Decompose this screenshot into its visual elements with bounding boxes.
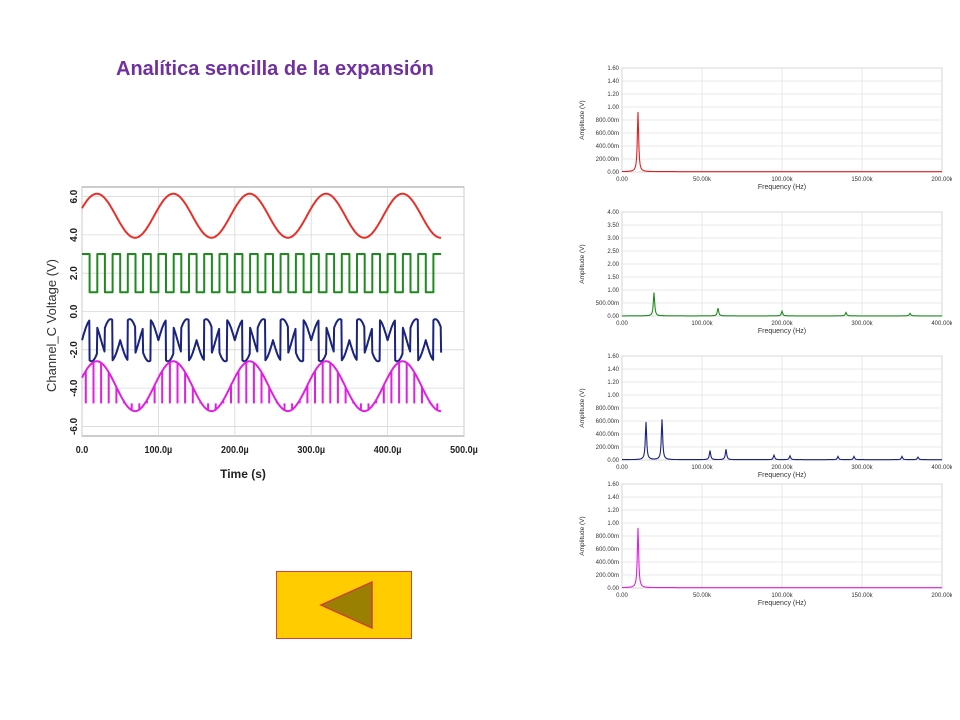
- y-tick-label: 1.00: [607, 288, 619, 294]
- x-tick-label: 0.00: [616, 321, 628, 327]
- y-tick-label: 400.00m: [596, 144, 619, 150]
- x-axis-label: Frequency (Hz): [758, 184, 806, 191]
- x-tick-label: 200.0µ: [221, 445, 249, 457]
- y-tick-label: 1.60: [607, 66, 619, 72]
- y-tick-label: -2.0: [69, 341, 80, 359]
- page-title: Analítica sencilla de la expansión: [116, 58, 434, 80]
- x-tick-label: 150.00k: [851, 593, 873, 599]
- y-tick-label: 1.20: [607, 508, 619, 514]
- series-line-1: [81, 253, 442, 294]
- y-tick-label: 1.00: [607, 105, 619, 111]
- x-tick-label: 200.00k: [931, 177, 952, 183]
- x-tick-label: 300.00k: [851, 321, 873, 327]
- x-tick-label: 400.0µ: [374, 445, 402, 457]
- y-tick-label: 200.00m: [596, 157, 619, 163]
- y-tick-label: 3.50: [607, 223, 619, 229]
- spectrum-chart-magenta: 1.60 1.40 1.20 1.00 800.00m 600.00m 400.00m 200…: [579, 482, 952, 607]
- x-axis-label: Time (s): [220, 467, 266, 481]
- y-tick-label: 600.00m: [596, 131, 619, 137]
- y-tick-label: 0.00: [607, 458, 619, 464]
- x-tick-label: 100.0µ: [145, 445, 173, 457]
- x-tick-label: 200.00k: [771, 321, 793, 327]
- left-triangle-icon: [319, 580, 373, 630]
- y-tick-label: 2.0: [69, 266, 80, 280]
- y-tick-label: 2.50: [607, 249, 619, 255]
- y-tick-label: 400.00m: [596, 560, 619, 566]
- y-tick-label: 500.00m: [596, 301, 619, 307]
- y-tick-label: 1.40: [607, 495, 619, 501]
- y-tick-label: 800.00m: [596, 406, 619, 412]
- y-tick-label: 3.00: [607, 236, 619, 242]
- x-tick-label: 150.00k: [851, 177, 873, 183]
- y-tick-label: 800.00m: [596, 534, 619, 540]
- y-tick-label: 1.00: [607, 393, 619, 399]
- x-axis-label: Frequency (Hz): [758, 600, 806, 607]
- y-tick-label: 0.0: [69, 304, 80, 318]
- y-tick-label: -6.0: [69, 417, 80, 435]
- y-tick-label: 1.20: [607, 380, 619, 386]
- x-tick-label: 50.00k: [693, 177, 712, 183]
- y-tick-label: 0.00: [607, 586, 619, 592]
- x-tick-label: 0.0: [76, 445, 89, 457]
- y-tick-label: 1.50: [607, 275, 619, 281]
- y-tick-label: 800.00m: [596, 118, 619, 124]
- series-line-3: [81, 360, 442, 413]
- y-tick-label: 6.0: [69, 189, 80, 203]
- x-tick-label: 100.00k: [771, 593, 793, 599]
- x-tick-label: 0.00: [616, 465, 628, 471]
- x-tick-label: 100.00k: [691, 465, 713, 471]
- spectrum-line: [622, 111, 942, 173]
- spectrum-chart-navy: 1.60 1.40 1.20 1.00 800.00m 600.00m 400.00m 200…: [579, 354, 952, 479]
- spectrum-line: [622, 292, 942, 317]
- y-axis-label: Amplitude (V): [579, 388, 586, 427]
- x-tick-label: 0.00: [616, 177, 628, 183]
- y-axis-label: Amplitude (V): [579, 244, 586, 283]
- x-tick-label: 400.00k: [931, 465, 952, 471]
- y-tick-label: 2.00: [607, 262, 619, 268]
- y-tick-label: -4.0: [69, 379, 80, 397]
- spectrum-chart-red: 1.60 1.40 1.20 1.00 800.00m 600.00m 400.00m 200…: [579, 66, 952, 191]
- x-tick-label: 300.00k: [851, 465, 873, 471]
- y-tick-label: 0.00: [607, 314, 619, 320]
- spectrum-line: [622, 527, 942, 589]
- y-axis-label: Amplitude (V): [579, 516, 586, 555]
- spectrum-line: [622, 419, 942, 461]
- x-tick-label: 500.0µ: [450, 445, 478, 457]
- x-axis-label: Frequency (Hz): [758, 472, 806, 479]
- y-tick-label: 600.00m: [596, 547, 619, 553]
- y-tick-label: 400.00m: [596, 432, 619, 438]
- y-tick-label: 1.40: [607, 367, 619, 373]
- y-axis-label: Channel_C Voltage (V): [44, 259, 59, 392]
- series-line-0: [81, 192, 442, 239]
- x-tick-label: 200.00k: [931, 593, 952, 599]
- x-tick-label: 300.0µ: [297, 445, 325, 457]
- y-tick-label: 1.60: [607, 354, 619, 360]
- y-tick-label: 4.00: [607, 210, 619, 216]
- series-line-2: [81, 318, 443, 363]
- time-domain-chart: 0.0 100.0µ 200.0µ 300.0µ 400.0µ 500.0µ 6.0 4.0 2…: [44, 186, 478, 481]
- y-tick-label: 200.00m: [596, 573, 619, 579]
- y-tick-label: 600.00m: [596, 419, 619, 425]
- spectrum-chart-green: 4.00 3.50 3.00 2.50 2.00 1.50 1.00 500.00m 0.000…: [579, 210, 952, 335]
- x-tick-label: 50.00k: [693, 593, 712, 599]
- y-tick-label: 1.20: [607, 92, 619, 98]
- x-tick-label: 0.00: [616, 593, 628, 599]
- y-tick-label: 1.60: [607, 482, 619, 488]
- y-axis-label: Amplitude (V): [579, 100, 586, 139]
- x-axis-label: Frequency (Hz): [758, 328, 806, 335]
- y-tick-label: 1.40: [607, 79, 619, 85]
- y-tick-label: 0.00: [607, 170, 619, 176]
- y-tick-label: 4.0: [69, 227, 80, 241]
- x-tick-label: 400.00k: [931, 321, 952, 327]
- y-tick-label: 1.00: [607, 521, 619, 527]
- back-button[interactable]: [276, 571, 412, 639]
- y-tick-label: 200.00m: [596, 445, 619, 451]
- x-tick-label: 100.00k: [771, 177, 793, 183]
- x-tick-label: 200.00k: [771, 465, 793, 471]
- x-tick-label: 100.00k: [691, 321, 713, 327]
